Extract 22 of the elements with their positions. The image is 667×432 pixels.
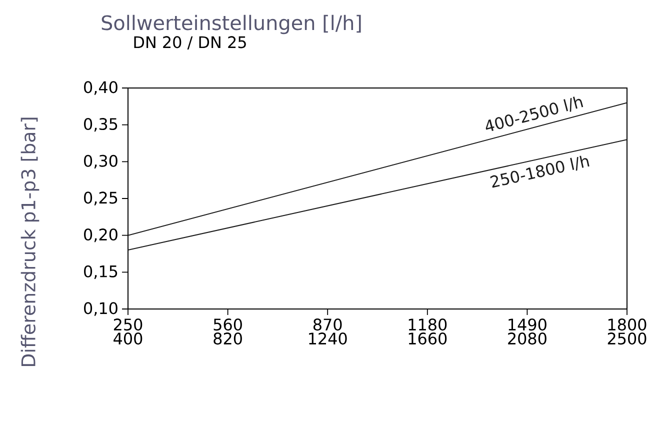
x2-tick-label: 1240 (309, 332, 347, 345)
y-tick-label: 0,15 (84, 265, 118, 280)
chart-title: Sollwerteinstellungen [l/h] (102, 14, 361, 34)
y-tick-label: 0,20 (84, 228, 118, 242)
x-tick-label: 1490 (508, 318, 546, 331)
y-tick-label: 0,40 (84, 81, 118, 95)
chart-subtitle: DN 20 / DN 25 (134, 36, 246, 50)
x2-tick-label: 820 (214, 332, 242, 345)
x-tick-label: 1800 (608, 318, 646, 331)
x2-tick-label: 400 (114, 332, 142, 345)
y-tick-label: 0,25 (84, 192, 118, 206)
y-tick-label: 0,30 (84, 154, 118, 169)
x-tick-label: 560 (214, 318, 242, 331)
x-tick-label: 1180 (408, 318, 447, 331)
x-tick-label: 870 (313, 318, 342, 331)
x2-tick-label: 2080 (508, 332, 546, 345)
y-tick-label: 0,10 (84, 302, 118, 316)
y-tick-label: 0,35 (84, 118, 118, 132)
x2-tick-label: 1660 (408, 332, 447, 345)
x2-tick-label: 2500 (608, 332, 646, 345)
x-tick-label: 250 (114, 318, 142, 331)
y-axis-title: Differenzdruck p1-p3 [bar] (20, 118, 40, 366)
